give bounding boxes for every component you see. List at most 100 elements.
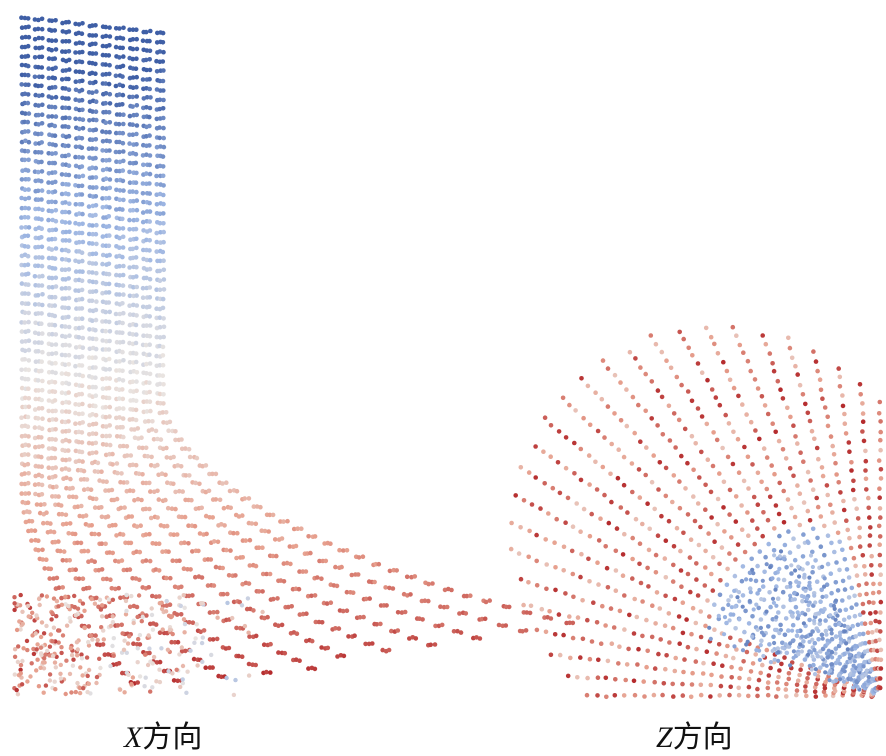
- particle-dot: [36, 406, 42, 411]
- particle-dot: [720, 606, 726, 612]
- particle-dot: [68, 476, 73, 482]
- particle-dot: [103, 367, 109, 372]
- particle-dot: [526, 554, 531, 560]
- particle-dot: [653, 341, 659, 347]
- particle-dot: [76, 183, 81, 189]
- particle-dot: [767, 351, 773, 356]
- particle-dot: [759, 394, 765, 399]
- particle-dot: [103, 33, 109, 39]
- particle-dot: [154, 69, 160, 74]
- z-direction-caption: Z方向: [656, 712, 733, 756]
- particle-dot: [747, 570, 753, 576]
- particle-dot: [742, 549, 748, 555]
- particle-dot: [808, 553, 814, 558]
- particle-dot: [775, 556, 780, 561]
- particle-dot: [90, 431, 95, 436]
- particle-dot: [46, 351, 51, 357]
- particle-dot: [468, 593, 473, 598]
- particle-dot: [697, 475, 702, 480]
- particle-dot: [107, 177, 113, 182]
- particle-dot: [75, 504, 81, 510]
- particle-dot: [844, 518, 849, 523]
- particle-dot: [852, 593, 857, 599]
- particle-dot: [108, 663, 113, 669]
- particle-dot: [120, 368, 125, 374]
- particle-dot: [103, 176, 109, 181]
- particle-dot: [786, 529, 791, 534]
- particle-dot: [121, 197, 126, 203]
- particle-dot: [319, 620, 325, 625]
- particle-dot: [66, 531, 71, 536]
- particle-dot: [160, 353, 166, 358]
- particle-dot: [655, 423, 660, 428]
- particle-dot: [134, 524, 140, 529]
- particle-dot: [130, 104, 135, 109]
- particle-dot: [161, 183, 166, 188]
- particle-dot: [390, 586, 396, 591]
- particle-dot: [53, 665, 58, 670]
- particle-dot: [857, 631, 862, 637]
- particle-dot: [76, 22, 82, 27]
- particle-dot: [732, 644, 737, 649]
- particle-dot: [149, 612, 155, 618]
- particle-dot: [147, 48, 153, 54]
- particle-dot: [93, 137, 99, 142]
- particle-dot: [26, 177, 31, 182]
- particle-dot: [638, 439, 643, 445]
- particle-dot: [613, 548, 619, 554]
- particle-dot: [824, 651, 830, 656]
- particle-dot: [134, 332, 139, 337]
- particle-dot: [93, 194, 99, 199]
- particle-dot: [791, 536, 796, 541]
- particle-dot: [854, 506, 859, 512]
- particle-dot: [34, 668, 39, 673]
- particle-dot: [603, 623, 608, 628]
- particle-dot: [70, 485, 75, 491]
- particle-dot: [63, 115, 68, 120]
- particle-dot: [130, 462, 136, 468]
- particle-dot: [19, 82, 25, 87]
- particle-dot: [190, 549, 195, 554]
- particle-dot: [853, 634, 858, 639]
- particle-dot: [157, 667, 162, 672]
- particle-dot: [144, 275, 149, 281]
- particle-dot: [685, 389, 691, 394]
- particle-dot: [842, 411, 847, 417]
- particle-dot: [25, 253, 31, 259]
- particle-dot: [106, 195, 112, 201]
- particle-dot: [134, 236, 139, 242]
- particle-dot: [800, 392, 806, 397]
- particle-dot: [153, 622, 159, 627]
- particle-dot: [90, 318, 95, 324]
- particle-dot: [833, 580, 839, 585]
- particle-dot: [111, 636, 117, 641]
- particle-dot: [608, 471, 613, 477]
- particle-dot: [157, 135, 162, 141]
- particle-dot: [154, 679, 159, 684]
- particle-dot: [73, 202, 79, 207]
- particle-dot: [168, 575, 173, 581]
- particle-dot: [404, 574, 410, 580]
- particle-dot: [553, 565, 558, 570]
- particle-dot: [831, 603, 837, 609]
- particle-dot: [726, 421, 732, 426]
- particle-dot: [93, 165, 99, 171]
- particle-dot: [157, 268, 162, 274]
- particle-dot: [20, 609, 25, 614]
- particle-dot: [805, 607, 811, 613]
- particle-dot: [39, 620, 45, 625]
- particle-dot: [744, 649, 750, 655]
- particle-dot: [108, 623, 114, 629]
- particle-dot: [832, 686, 837, 691]
- particle-dot: [130, 488, 136, 494]
- particle-dot: [58, 676, 64, 681]
- particle-dot: [622, 593, 627, 598]
- particle-dot: [40, 273, 45, 279]
- particle-dot: [103, 424, 109, 429]
- particle-dot: [117, 245, 122, 250]
- particle-dot: [850, 487, 856, 493]
- particle-dot: [52, 322, 58, 328]
- particle-dot: [878, 467, 884, 472]
- particle-dot: [53, 417, 59, 422]
- particle-dot: [89, 298, 95, 304]
